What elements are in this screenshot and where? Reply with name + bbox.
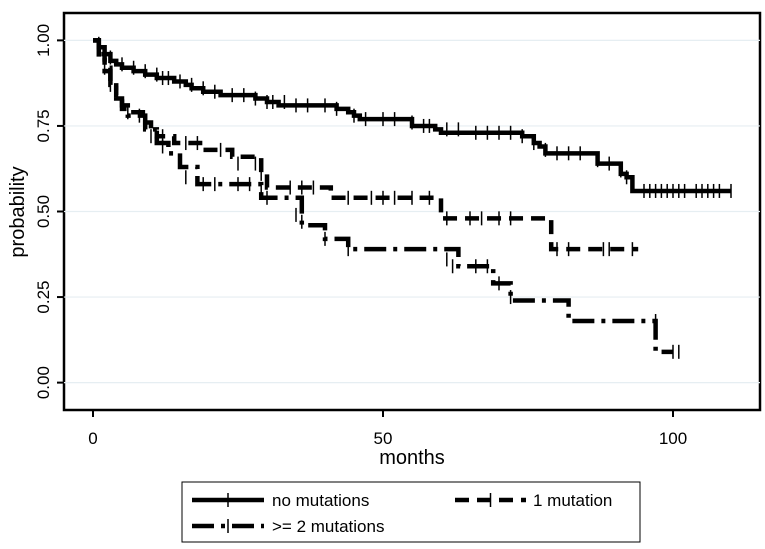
x-tick-label: 100 xyxy=(659,429,687,448)
grid-lines xyxy=(64,39,760,384)
y-tick-label: 0.75 xyxy=(34,109,53,142)
y-tick-label: 0.00 xyxy=(34,366,53,399)
x-axis: 0 50 100 xyxy=(88,410,687,448)
series-line xyxy=(93,38,731,194)
y-tick-label: 1.00 xyxy=(34,24,53,57)
y-axis: 0.00 0.25 0.50 0.75 1.00 xyxy=(34,24,64,399)
series-line xyxy=(93,38,673,355)
x-tick-label: 50 xyxy=(374,429,393,448)
series-0 xyxy=(93,36,732,198)
x-tick-label: 0 xyxy=(88,429,97,448)
series-layer xyxy=(93,36,732,359)
legend-box xyxy=(181,481,641,543)
series-2 xyxy=(93,38,680,359)
legend-label-2-mutations: >= 2 mutations xyxy=(272,517,384,536)
legend-label-no-mutations: no mutations xyxy=(272,491,369,510)
y-tick-label: 0.50 xyxy=(34,195,53,228)
y-tick-label: 0.25 xyxy=(34,281,53,314)
legend-keys xyxy=(192,493,526,533)
legend-label-1-mutation: 1 mutation xyxy=(533,491,612,510)
legend: no mutations 1 mutation >= 2 mutations xyxy=(181,481,641,543)
y-axis-title: probability xyxy=(7,166,29,257)
x-axis-title: months xyxy=(379,447,445,469)
